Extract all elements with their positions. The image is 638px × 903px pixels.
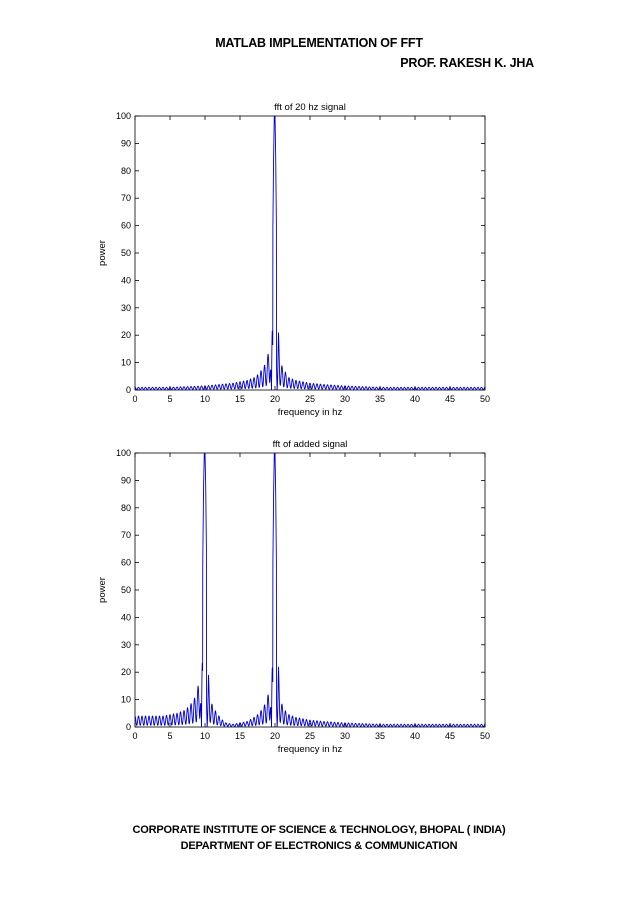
y-tick-label: 50 — [121, 585, 131, 595]
y-tick-label: 60 — [121, 221, 131, 231]
document-title: MATLAB IMPLEMENTATION OF FFT — [215, 36, 423, 50]
x-tick-label: 20 — [270, 394, 280, 404]
x-tick-label: 10 — [200, 731, 210, 741]
x-tick-label: 15 — [235, 731, 245, 741]
x-tick-label: 35 — [375, 731, 385, 741]
x-tick-label: 30 — [340, 731, 350, 741]
x-tick-label: 35 — [375, 394, 385, 404]
chart-title: fft of added signal — [273, 439, 348, 450]
y-tick-label: 80 — [121, 166, 131, 176]
x-axis-label: frequency in hz — [278, 744, 343, 755]
plot-frame-1 — [134, 115, 486, 391]
x-axis-label: frequency in hz — [278, 407, 343, 418]
y-tick-label: 90 — [121, 475, 131, 485]
plot-frame-2 — [134, 452, 486, 728]
x-tick-label: 20 — [270, 731, 280, 741]
x-tick-label: 45 — [445, 394, 455, 404]
x-tick-label: 30 — [340, 394, 350, 404]
footer-department: DEPARTMENT OF ELECTRONICS & COMMUNICATIO… — [180, 840, 458, 852]
fft-power-line-2 — [135, 453, 485, 727]
y-tick-label: 70 — [121, 530, 131, 540]
x-tick-label: 25 — [305, 394, 315, 404]
y-tick-label: 70 — [121, 193, 131, 203]
x-tick-label: 40 — [410, 731, 420, 741]
x-tick-label: 0 — [132, 394, 137, 404]
y-tick-label: 60 — [121, 558, 131, 568]
footer-institute: CORPORATE INSTITUTE OF SCIENCE & TECHNOL… — [132, 824, 506, 836]
document-author: PROF. RAKESH K. JHA — [400, 56, 534, 70]
x-tick-label: 5 — [167, 731, 172, 741]
x-tick-label: 15 — [235, 394, 245, 404]
document-footer: CORPORATE INSTITUTE OF SCIENCE & TECHNOL… — [0, 822, 638, 854]
x-tick-label: 40 — [410, 394, 420, 404]
chart-title: fft of 20 hz signal — [274, 102, 346, 113]
y-tick-label: 10 — [121, 695, 131, 705]
x-tick-label: 50 — [480, 731, 490, 741]
y-tick-label: 30 — [121, 303, 131, 313]
y-tick-label: 40 — [121, 612, 131, 622]
y-tick-label: 100 — [116, 448, 131, 458]
x-tick-label: 45 — [445, 731, 455, 741]
y-axis-label: power — [97, 240, 108, 266]
y-tick-label: 80 — [121, 503, 131, 513]
x-tick-label: 5 — [167, 394, 172, 404]
y-tick-label: 0 — [126, 385, 131, 395]
fft-power-line-1 — [135, 116, 485, 390]
y-tick-label: 20 — [121, 330, 131, 340]
y-tick-label: 40 — [121, 275, 131, 285]
y-tick-label: 20 — [121, 667, 131, 677]
y-tick-label: 90 — [121, 138, 131, 148]
x-tick-label: 25 — [305, 731, 315, 741]
y-tick-label: 30 — [121, 640, 131, 650]
x-tick-label: 0 — [132, 731, 137, 741]
x-tick-label: 50 — [480, 394, 490, 404]
y-tick-label: 0 — [126, 722, 131, 732]
x-tick-label: 10 — [200, 394, 210, 404]
y-tick-label: 50 — [121, 248, 131, 258]
y-axis-label: power — [97, 577, 108, 603]
y-tick-label: 10 — [121, 358, 131, 368]
y-tick-label: 100 — [116, 111, 131, 121]
